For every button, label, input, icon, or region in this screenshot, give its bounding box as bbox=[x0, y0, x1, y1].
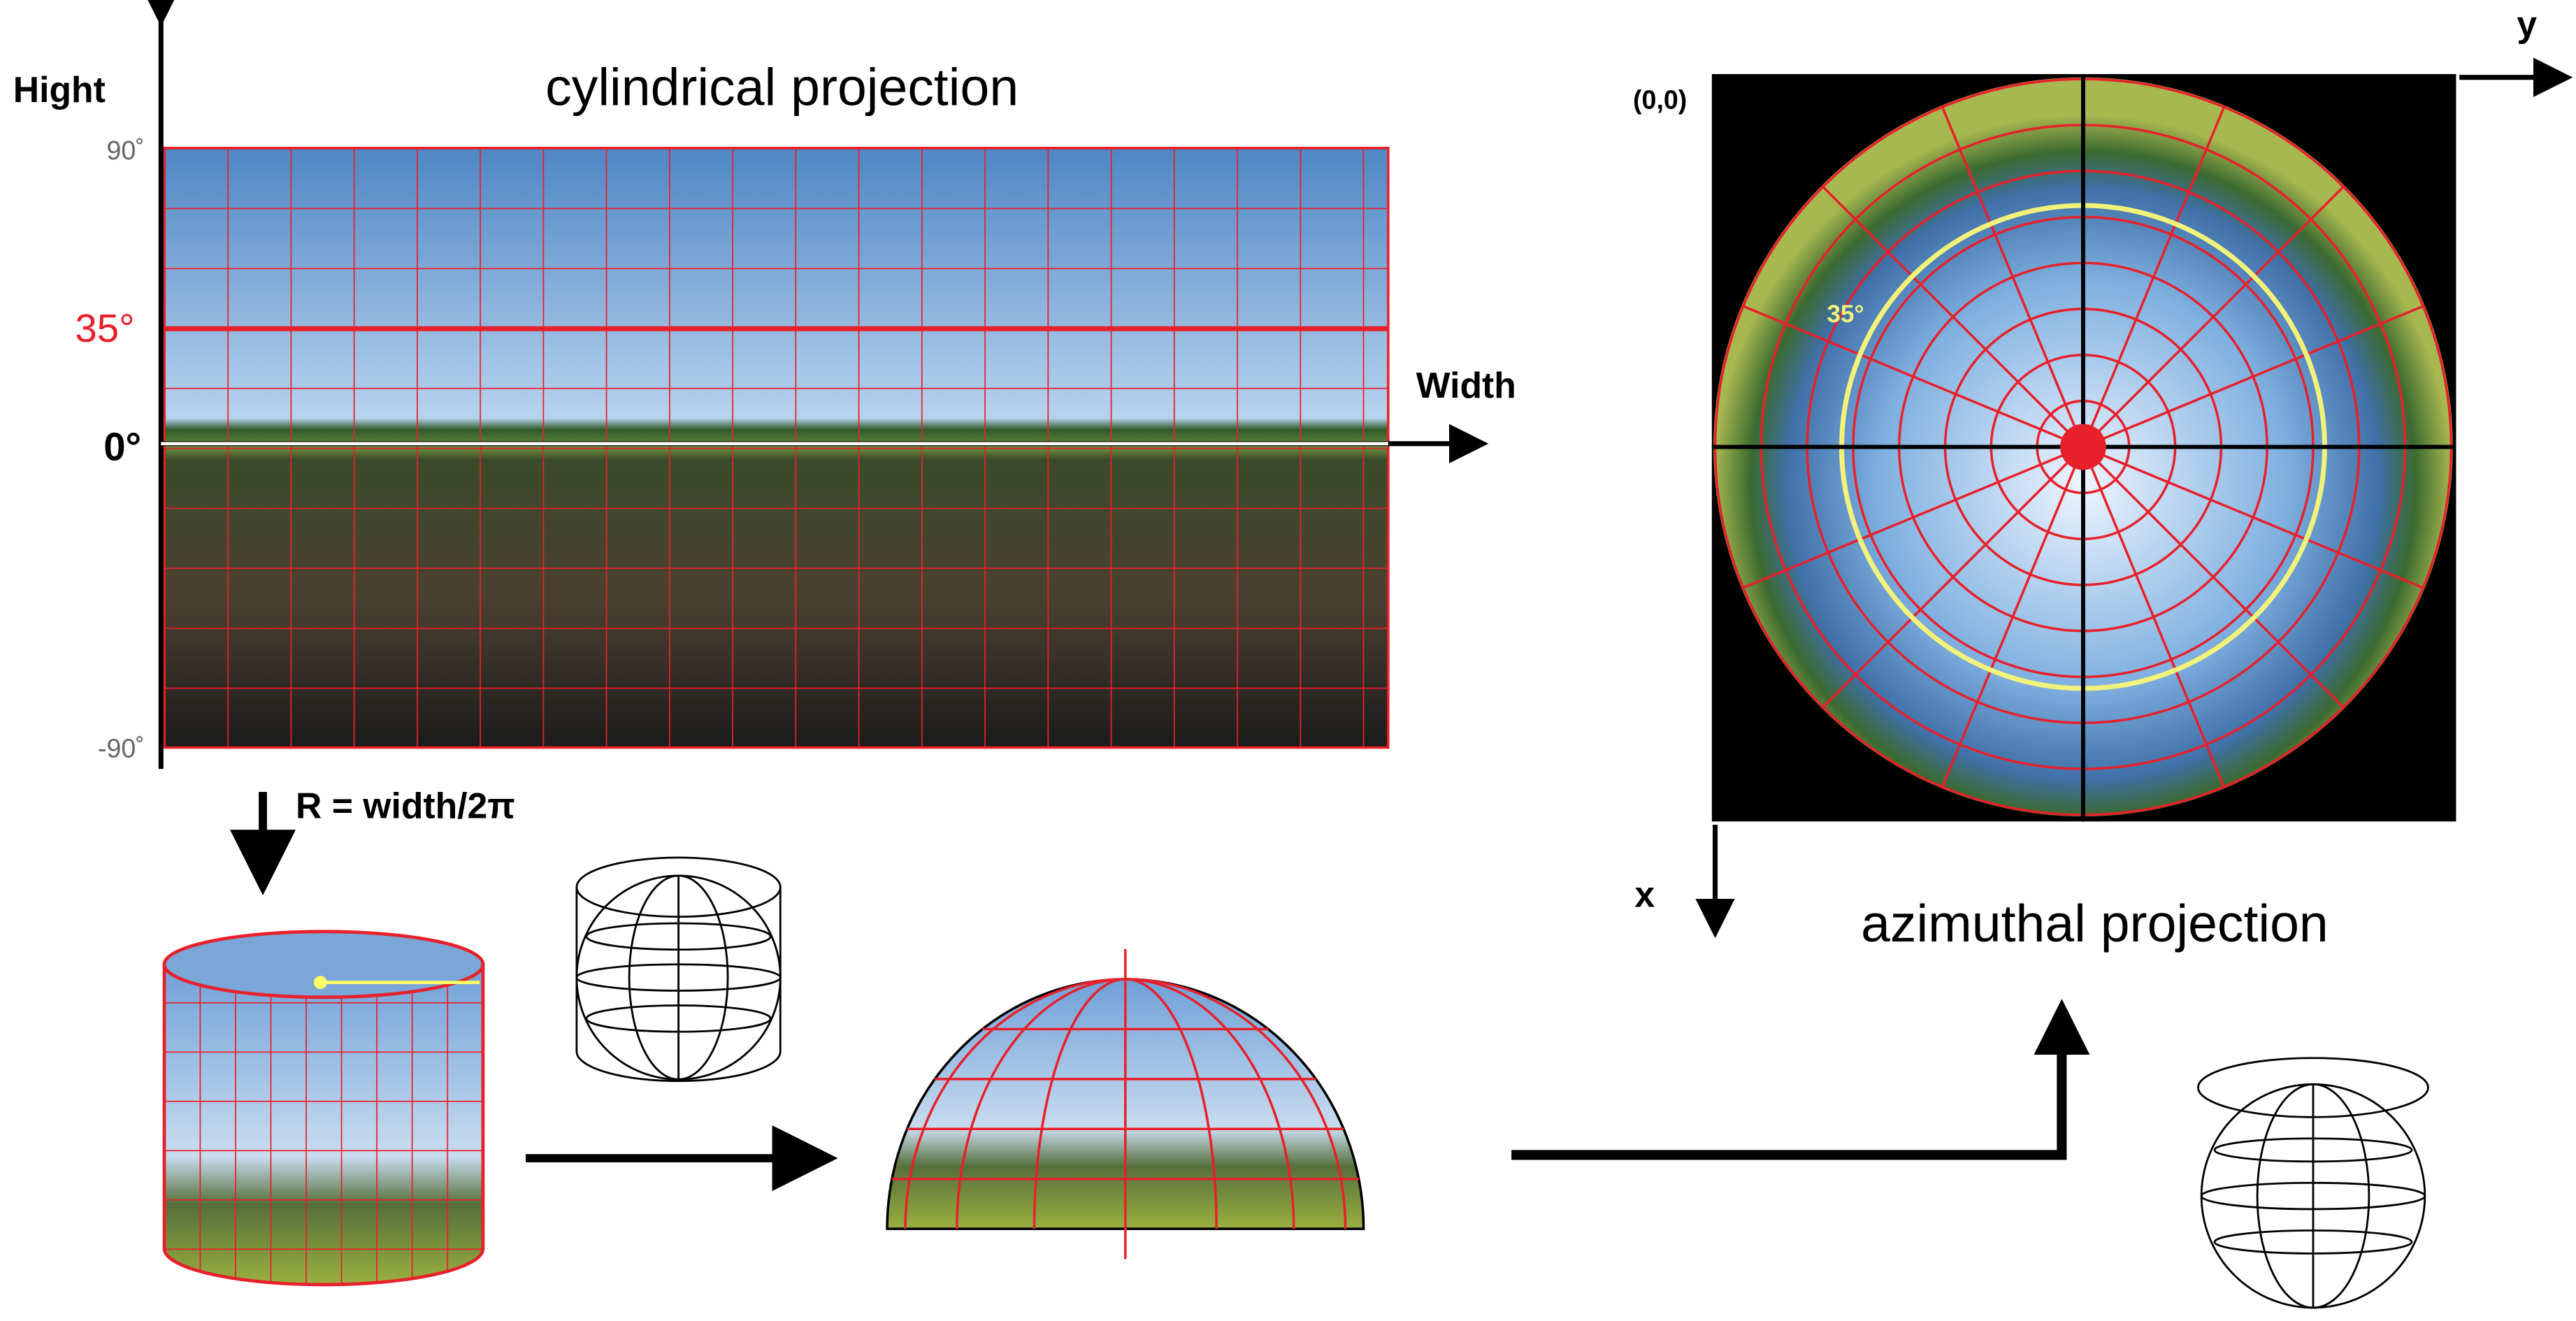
grid-line bbox=[1741, 445, 2084, 590]
title: azimuthal projection bbox=[1861, 894, 2329, 953]
grid-line bbox=[2082, 185, 2346, 448]
grid-line bbox=[956, 978, 1125, 1229]
tick: -90˚ bbox=[98, 734, 145, 763]
tick: 0° bbox=[103, 424, 141, 468]
arrow bbox=[1511, 1034, 2067, 1160]
grid-line bbox=[2082, 304, 2426, 449]
grid-line bbox=[2082, 105, 2226, 448]
grid-line bbox=[1940, 446, 2085, 789]
tick: 90˚ bbox=[106, 136, 144, 165]
grid-line bbox=[1820, 185, 2085, 448]
grid-line bbox=[2082, 446, 2346, 709]
wire-cylinder bbox=[575, 856, 782, 1083]
wire-globe bbox=[2197, 1057, 2429, 1309]
ring-label: 35° bbox=[1827, 301, 1864, 328]
axis-label: y bbox=[2517, 3, 2537, 44]
dome-grid bbox=[891, 950, 1359, 1259]
axis-label: x bbox=[1634, 874, 1655, 915]
panorama-grid bbox=[163, 146, 1390, 749]
grid-line bbox=[2082, 446, 2226, 789]
grid-line bbox=[904, 978, 1125, 1229]
arrow-head bbox=[2034, 999, 2090, 1055]
grid-line bbox=[1032, 978, 1125, 1229]
grid-line bbox=[2082, 445, 2426, 590]
title: cylindrical projection bbox=[545, 58, 1019, 117]
axis-label: Hight bbox=[13, 69, 106, 110]
grid-line bbox=[1820, 446, 2085, 709]
grid-line bbox=[1940, 105, 2085, 448]
grid-line bbox=[1741, 304, 2084, 449]
grid-line bbox=[1125, 978, 1295, 1229]
center-dot bbox=[313, 976, 327, 990]
tick: 35° bbox=[75, 306, 134, 350]
origin-label: (0,0) bbox=[1633, 85, 1687, 114]
grid-line bbox=[1125, 978, 1347, 1229]
cylinder-grid bbox=[162, 962, 485, 1287]
zenith bbox=[2060, 424, 2106, 470]
formula: R = width/2π bbox=[296, 786, 515, 826]
axis-label: Width bbox=[1416, 365, 1516, 405]
grid-line bbox=[1125, 978, 1218, 1229]
